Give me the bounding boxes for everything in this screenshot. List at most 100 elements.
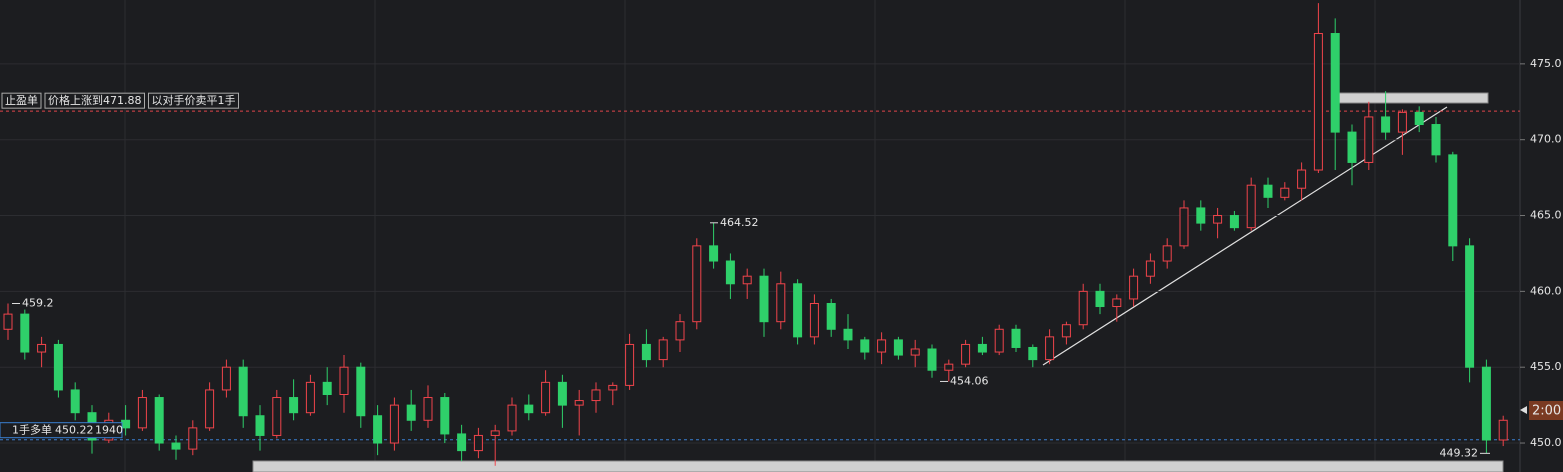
candle-body	[994, 328, 1004, 353]
candle-body	[725, 260, 735, 285]
candle-body	[1330, 33, 1340, 133]
extreme-label: 464.52	[720, 216, 759, 229]
candle-body	[641, 343, 651, 361]
countdown-box	[1529, 401, 1563, 420]
candle-body	[305, 381, 315, 414]
candle-body	[1246, 184, 1256, 229]
candle-body	[574, 400, 584, 406]
order-box	[44, 92, 145, 109]
candle-body	[1347, 131, 1357, 163]
candle-body	[440, 397, 450, 435]
candle-body	[557, 381, 567, 406]
candle-body	[1078, 290, 1088, 326]
candle-body	[759, 275, 769, 323]
y-tick-label: 460.0	[1530, 284, 1562, 297]
candle-body	[356, 366, 366, 417]
candle-body	[1095, 290, 1105, 308]
candle-body	[893, 339, 903, 356]
candle-body	[1481, 366, 1491, 441]
candle-body	[1364, 116, 1374, 163]
candle-body	[793, 283, 803, 338]
y-tick-label: 470.0	[1530, 133, 1562, 146]
candle-body	[37, 343, 47, 353]
candle-body	[272, 397, 282, 436]
candle-body	[406, 404, 416, 421]
candle-body	[776, 283, 786, 323]
order-label: 止盈单	[5, 94, 38, 107]
candle-body	[1028, 346, 1038, 361]
candle-body	[490, 430, 500, 436]
candle-body	[423, 397, 433, 421]
y-tick-label: 475.0	[1530, 57, 1562, 70]
candle-body	[961, 343, 971, 365]
candle-body	[1313, 33, 1323, 171]
candle-body	[1448, 154, 1458, 247]
candle-body	[1061, 324, 1071, 338]
candle-body	[339, 366, 349, 395]
candle-body	[1229, 215, 1239, 229]
candle-body	[53, 343, 63, 391]
y-tick-label: 450.0	[1530, 436, 1562, 449]
candle-body	[1397, 111, 1407, 133]
candle-body	[1196, 207, 1206, 224]
candle-body	[473, 434, 483, 452]
highlight-box	[252, 460, 1504, 472]
candle-body	[3, 313, 13, 330]
candle-body	[541, 381, 551, 414]
extreme-label: 459.2	[22, 296, 54, 309]
y-tick-label: 455.0	[1530, 360, 1562, 373]
candle-body	[238, 366, 248, 417]
candle-body	[625, 343, 635, 386]
order-action: 以对手价卖平1手	[152, 93, 236, 107]
highlight-box	[1332, 92, 1489, 104]
candle-body	[1213, 215, 1223, 224]
candle-body	[1414, 111, 1424, 126]
countdown: 2:00	[1532, 404, 1561, 419]
candle-body	[843, 328, 853, 341]
candle-body	[221, 366, 231, 391]
candle-body	[860, 339, 870, 353]
candle-body	[20, 313, 30, 353]
candle-body	[154, 397, 164, 444]
order-box	[148, 92, 239, 109]
candle-body	[1465, 245, 1475, 368]
candle-body	[944, 363, 954, 371]
candle-body	[1498, 419, 1508, 441]
candle-body	[322, 381, 332, 395]
candle-body	[1162, 245, 1172, 262]
candle-body	[927, 348, 937, 371]
candle-body	[658, 339, 668, 361]
candle-body	[692, 245, 702, 323]
candle-body	[70, 389, 80, 414]
candle-body	[608, 384, 618, 391]
candle-body	[877, 339, 887, 353]
candle-body	[1381, 116, 1391, 133]
candle-body	[675, 321, 685, 341]
candle-body	[977, 343, 987, 353]
candle-body	[1011, 328, 1021, 348]
y-tick-label: 465.0	[1530, 209, 1562, 222]
candle-body	[1263, 184, 1273, 198]
candle-body	[709, 245, 719, 262]
order-box	[1, 92, 42, 109]
order-condition: 价格上涨到471.88	[48, 93, 142, 107]
trend-line	[1042, 106, 1448, 366]
candle-body	[826, 302, 836, 330]
extreme-label: 449.32	[1440, 446, 1479, 459]
extreme-label: 454.06	[950, 374, 989, 387]
candle-body	[1045, 336, 1055, 361]
candle-body	[188, 427, 198, 450]
candle-body	[289, 397, 299, 414]
candle-body	[910, 348, 920, 356]
candle-body	[1112, 298, 1122, 308]
candle-body	[1431, 124, 1441, 156]
candle-body	[591, 389, 601, 402]
candle-body	[205, 389, 215, 429]
countdown-pointer	[1520, 406, 1527, 414]
candle-body	[1145, 260, 1155, 277]
position-quantity: 1940	[95, 424, 123, 437]
candle-body	[1129, 275, 1139, 300]
candle-body	[1297, 169, 1307, 189]
